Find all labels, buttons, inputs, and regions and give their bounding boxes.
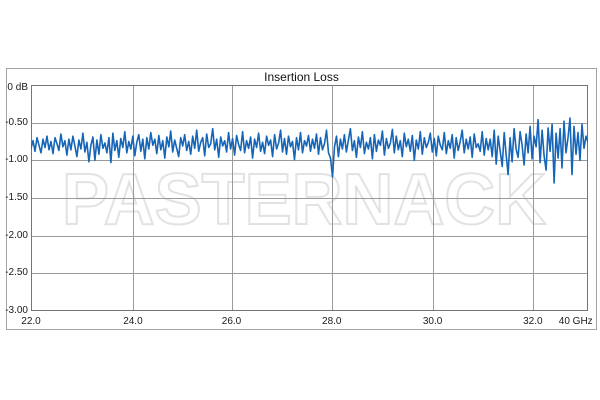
svg-text:PASTERNACK: PASTERNACK [62,160,546,235]
y-tick-label: -3.00 [5,305,28,316]
plot-border [31,85,588,311]
y-tick-label: -2.50 [5,267,28,279]
pasternack-watermark: PASTERNACK [61,160,547,235]
x-tick-label: 32.0 [523,316,543,327]
x-tick-label: 24.0 [123,316,143,327]
x-tick-label: 40 GHz [558,316,593,327]
gridlines [31,85,588,311]
x-tick-label: 26.0 [221,316,242,327]
x-tick-label: 30.0 [422,316,443,327]
plot-area [31,85,588,311]
y-tick-label: -0.50 [5,116,28,128]
y-tick-label: 0 dB [7,82,28,93]
y-tick-label: -1.50 [5,192,28,203]
x-tick-label: 28.0 [322,316,342,327]
y-tick-label: -2.00 [5,229,28,241]
y-tick-label: -1.00 [5,154,28,166]
chart-title: Insertion Loss [264,70,339,84]
insertion-loss-trace [31,117,588,184]
x-tick-label: 22.0 [21,316,41,327]
